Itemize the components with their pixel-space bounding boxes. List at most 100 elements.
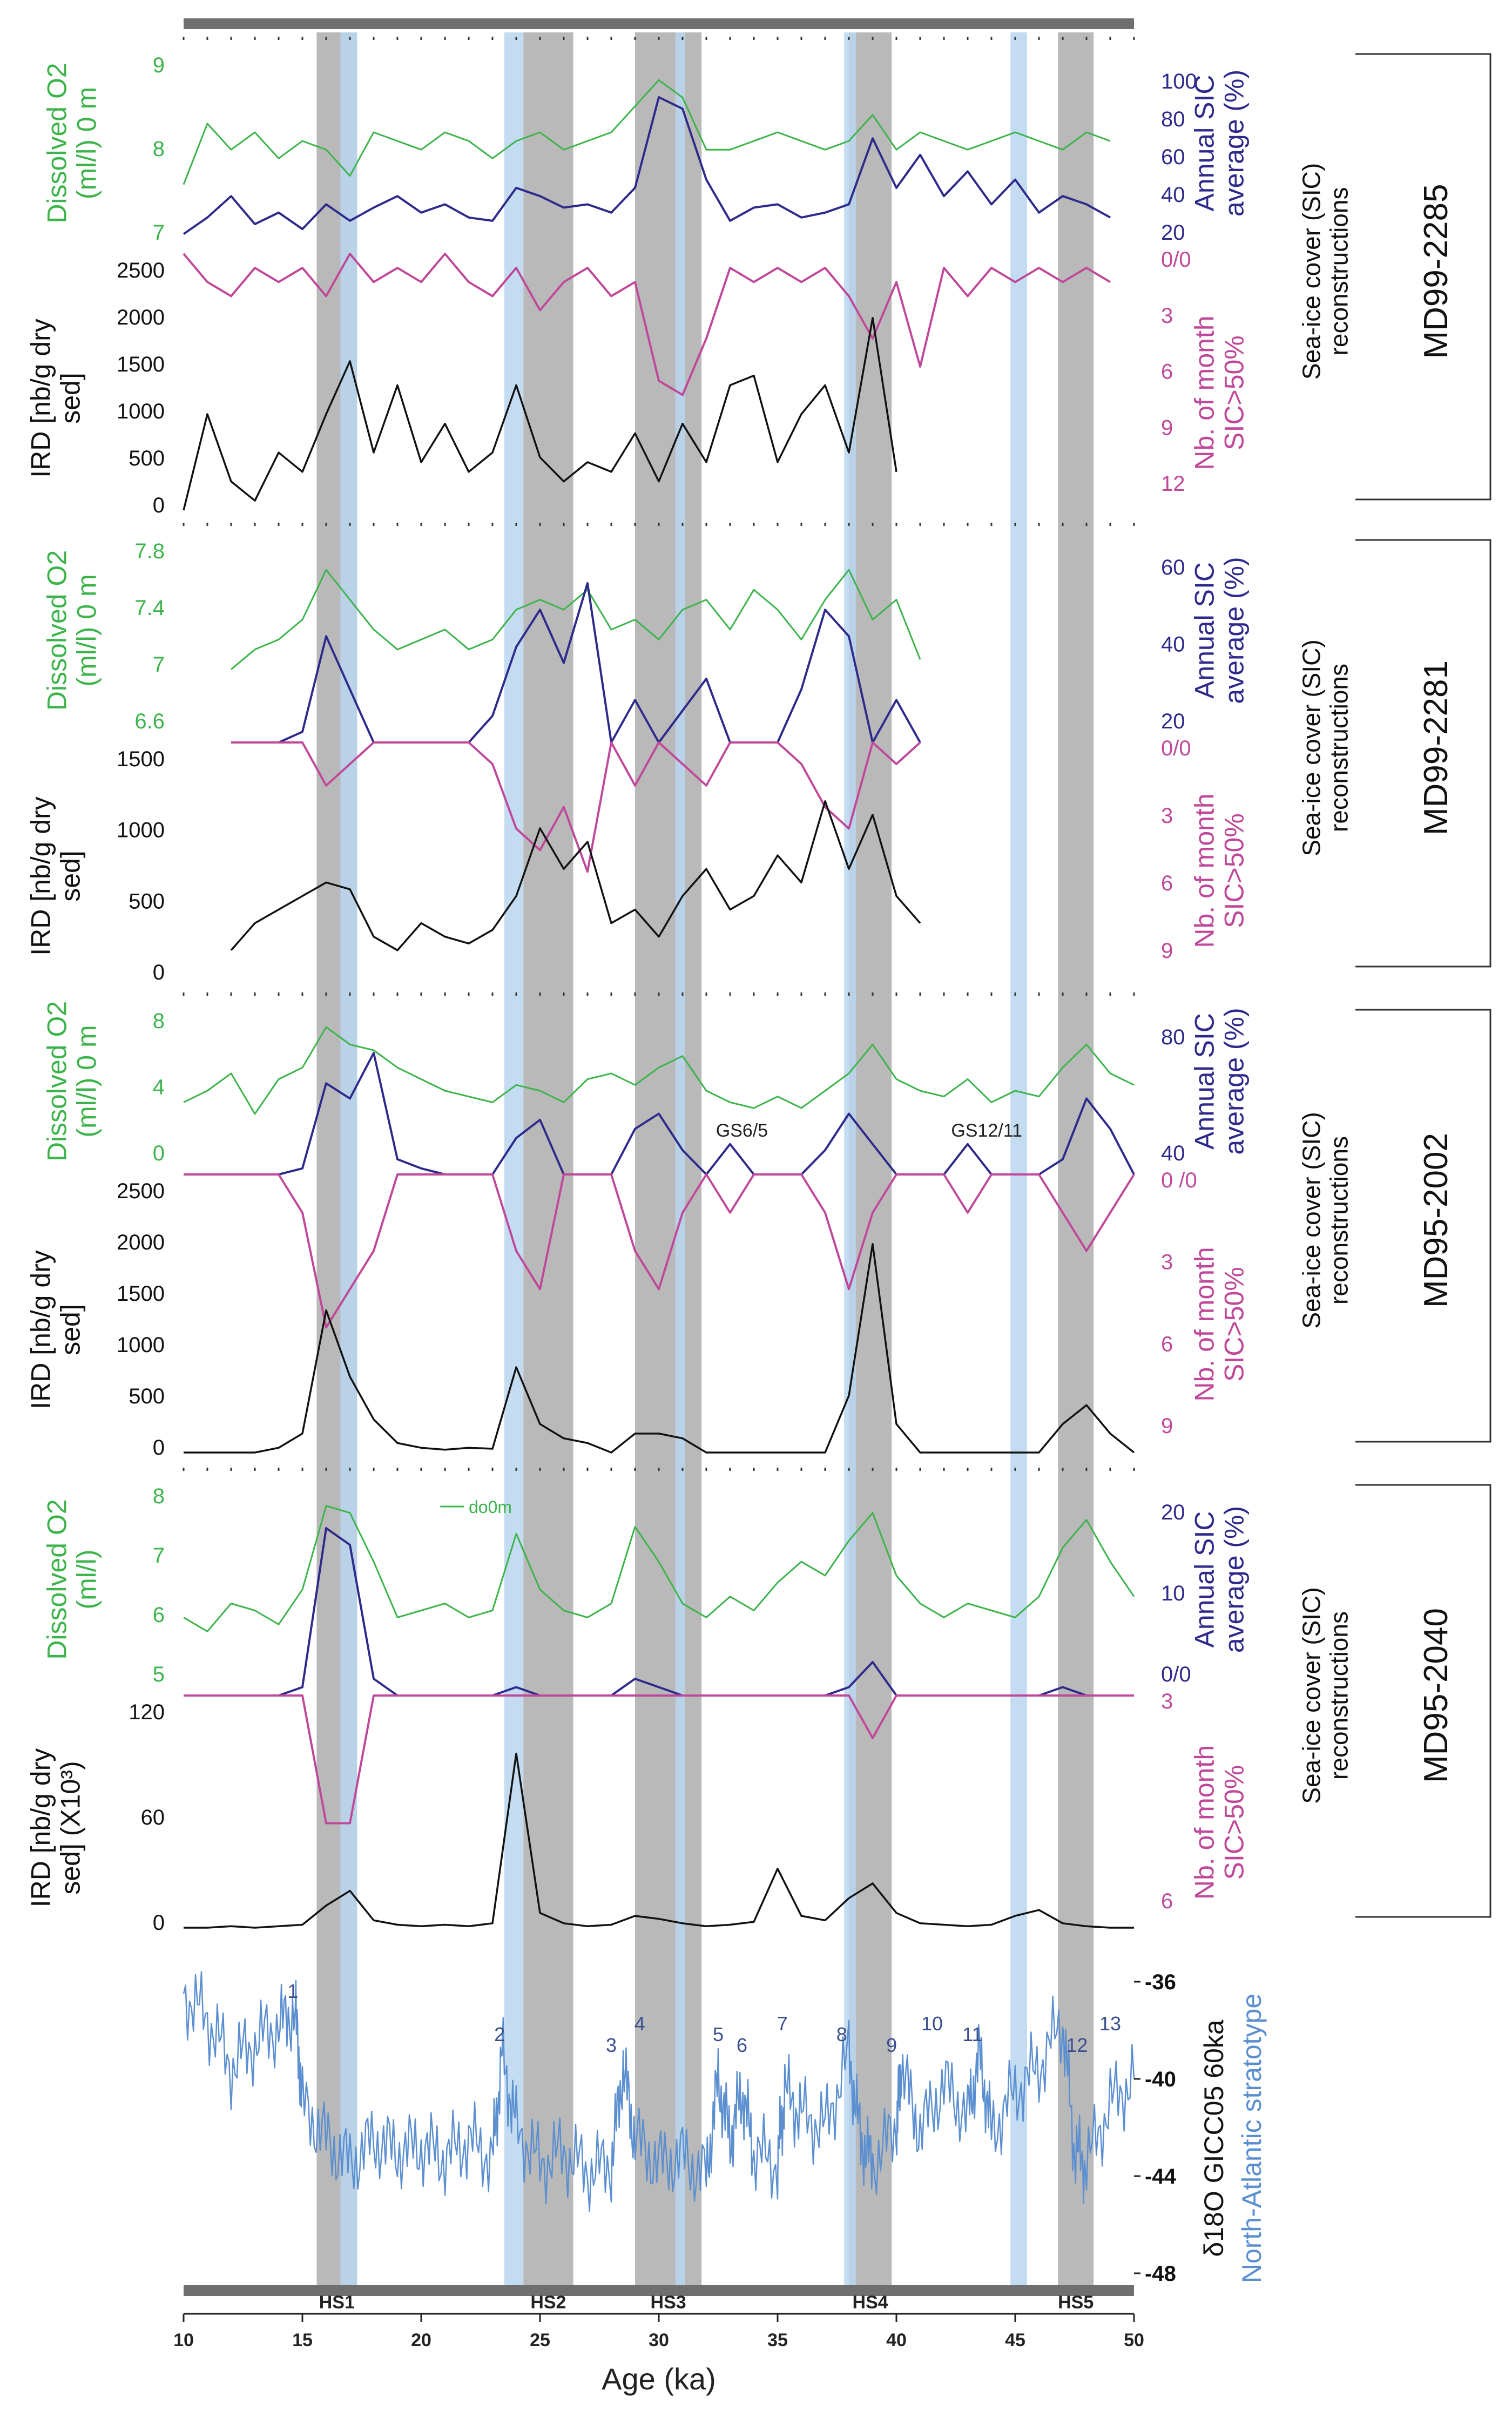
x-axis-label: Age (ka) <box>602 2362 716 2396</box>
bracket-md95-2002: Sea-ice cover (SIC)reconstructions MD95-2… <box>1298 1009 1491 1443</box>
left-bottom-axis-label-line: IRD [nb/g dry <box>26 1748 56 1908</box>
right-top-tick: 40 <box>1161 1142 1185 1165</box>
left-top-tick: 7 <box>153 1544 165 1568</box>
left-top-axis-label: Dissolved O2 (ml/l) <box>42 1499 102 1659</box>
month-series-line <box>184 1173 1135 1329</box>
o2-series-line <box>183 1505 1135 1632</box>
left-bottom-axis-label: IRD [nb/g dry sed] <box>26 796 86 956</box>
left-top-axis-label: Dissolved O2 (ml/l) 0 m <box>42 550 102 711</box>
interstadial-label: 9 <box>886 2034 897 2056</box>
sic-group-label-line: Sea-ice cover (SIC) <box>1298 1112 1326 1328</box>
interstadial-label: 6 <box>737 2034 747 2056</box>
sic-group-label-line: reconstructions <box>1325 1136 1353 1305</box>
blue-band-2 <box>504 32 524 2285</box>
left-bottom-tick: 1000 <box>117 1333 165 1357</box>
month-series-line <box>231 741 921 873</box>
bracket-line <box>1355 1009 1491 1443</box>
right-top-tick: 20 <box>1161 710 1185 733</box>
right-bottom-tick: 9 <box>1161 1414 1173 1438</box>
x-tick-label: 15 <box>292 2330 313 2351</box>
blue-band-4 <box>844 32 856 2285</box>
left-top-tick: 7 <box>153 221 165 245</box>
x-tick-label: 10 <box>173 2330 194 2351</box>
left-bottom-tick: 2000 <box>117 1231 165 1254</box>
right-top-tick: 20 <box>1161 221 1185 245</box>
left-bottom-axis-label-line: IRD [nb/g dry <box>26 319 56 478</box>
left-top-axis-label-line: (ml/l) <box>72 1549 102 1609</box>
d18o-tick: -36 <box>1145 1970 1176 1994</box>
core-name-line: MD99-2285 <box>1418 184 1455 359</box>
blue-band-5 <box>1010 32 1027 2285</box>
right-bottom-tick: 9 <box>1161 939 1173 963</box>
right-top-axis-label-line: Annual SIC <box>1190 1511 1220 1648</box>
left-top-tick: 5 <box>153 1663 165 1686</box>
x-tick-label: 35 <box>767 2330 788 2351</box>
right-bottom-tick: 12 <box>1161 472 1185 496</box>
x-tick-label: 30 <box>649 2330 669 2351</box>
left-top-tick: 0 <box>153 1142 165 1165</box>
left-bottom-tick: 1500 <box>117 353 165 376</box>
right-top-tick: 40 <box>1161 183 1185 207</box>
right-top-tick: 60 <box>1161 556 1185 579</box>
right-bottom-tick: 6 <box>1161 872 1173 895</box>
sic-group-label-line: Sea-ice cover (SIC) <box>1298 163 1326 380</box>
panel-md99-2285: 9 8 7 2500 2000 1500 1000 500 0 100 80 60 40 20 0/0 3 6 9… <box>26 37 1250 517</box>
interstadial-label: 13 <box>1099 2012 1121 2035</box>
left-bottom-tick: 1500 <box>117 747 165 771</box>
left-top-tick: 8 <box>153 1484 165 1508</box>
right-top-axis-label-line: average (%) <box>1219 70 1250 217</box>
right-bottom-tick: 3 <box>1161 304 1173 328</box>
right-top-tick: 80 <box>1161 107 1185 131</box>
left-top-tick: 7.4 <box>134 596 165 620</box>
core-name: MD99-2285 <box>1418 184 1455 359</box>
d18o-panel: -36 -40 -44 -48 δ18O GICC05 60ka North-Atlant… <box>183 1970 1267 2286</box>
right-top-axis-label-line: Annual SIC <box>1190 75 1220 212</box>
right-bottom-tick: 0/0 <box>1161 737 1191 760</box>
right-bottom-axis-label-line: SIC>50% <box>1219 335 1250 450</box>
ird-series-line <box>183 317 897 511</box>
left-top-axis-label-line: Dissolved O2 <box>42 550 72 711</box>
bracket-md99-2285: Sea-ice cover (SIC)reconstructions MD99-2… <box>1298 53 1491 501</box>
d18o-axis-sublabel-line: North-Atlantic stratotype <box>1237 1994 1267 2283</box>
right-bottom-tick: 0 /0 <box>1161 1169 1197 1192</box>
right-top-tick: 10 <box>1161 1582 1185 1605</box>
sic-group-label-line: reconstructions <box>1325 1611 1353 1780</box>
sic-group-label-line: reconstructions <box>1325 664 1353 832</box>
sic-group-label-line: reconstructions <box>1325 187 1353 356</box>
right-top-axis-label: Annual SIC average (%) <box>1190 1506 1250 1653</box>
right-bottom-tick: 6 <box>1161 1332 1173 1356</box>
interstadial-label: 11 <box>962 2023 982 2045</box>
hs-label: HS5 <box>1058 2292 1094 2313</box>
left-top-axis-label-line: Dissolved O2 <box>42 63 72 223</box>
x-axis: Age (ka) 10 15 20 25 30 35 40 45 50 <box>173 2313 1144 2396</box>
right-bottom-axis-label-line: SIC>50% <box>1219 1267 1250 1382</box>
right-bottom-tick: 3 <box>1161 804 1173 828</box>
sic-group-label: Sea-ice cover (SIC)reconstructions <box>1298 1587 1353 1804</box>
left-bottom-axis-label: IRD [nb/g dry sed] <box>26 1250 86 1409</box>
interstadial-label: 2 <box>494 2023 505 2045</box>
left-bottom-tick: 2500 <box>117 259 165 282</box>
right-top-axis-label-line: Annual SIC <box>1190 562 1220 699</box>
sic-series-line <box>184 1052 1135 1176</box>
x-tick-label: 50 <box>1124 2330 1144 2351</box>
sic-series-line <box>183 96 1111 235</box>
left-bottom-axis-label: IRD [nb/g dry sed] (X10³) <box>26 1748 86 1908</box>
bracket-line <box>1355 53 1491 501</box>
interstadial-label: 3 <box>606 2034 617 2056</box>
left-bottom-tick: 1500 <box>117 1282 165 1306</box>
left-top-tick: 7 <box>153 653 165 677</box>
x-tick-label: 40 <box>886 2330 907 2351</box>
right-bottom-tick: 6 <box>1161 1889 1173 1913</box>
left-bottom-axis-label-line: sed] <box>56 850 86 902</box>
right-top-tick: 0/0 <box>1161 1663 1191 1686</box>
left-bottom-tick: 1000 <box>117 819 165 842</box>
interstadial-label: 12 <box>1066 2034 1088 2056</box>
left-top-axis-label-line: (ml/l) 0 m <box>72 574 102 686</box>
left-top-axis-label-line: (ml/l) 0 m <box>72 1025 102 1137</box>
d18o-tick: -44 <box>1145 2165 1177 2189</box>
bracket-line <box>1355 1484 1491 1918</box>
hs-label: HS2 <box>530 2292 566 2313</box>
left-bottom-axis-label-line: sed] (X10³) <box>56 1761 86 1894</box>
